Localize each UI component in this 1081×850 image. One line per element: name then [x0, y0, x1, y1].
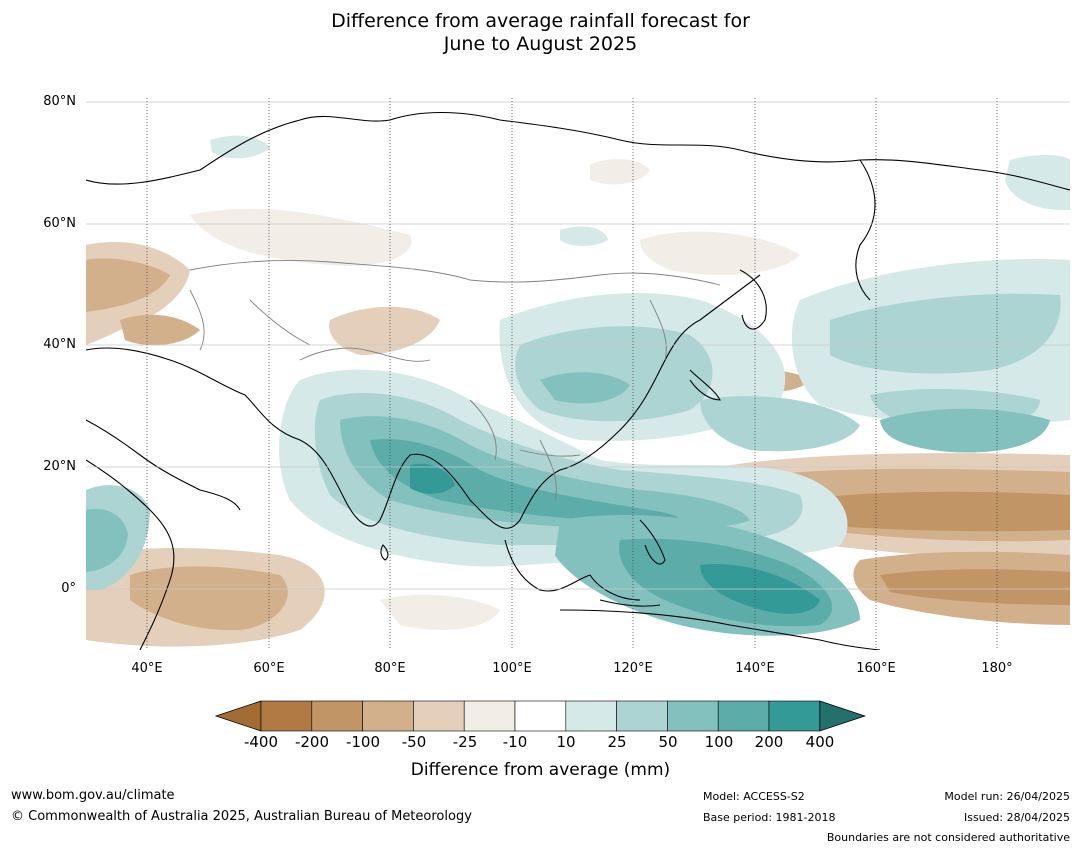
latitude-label: 20°N: [43, 459, 76, 474]
wet-anomaly-regions: [86, 135, 1070, 636]
colorbar-swatch: [362, 700, 414, 732]
longitude-label: 60°E: [253, 661, 285, 676]
colorbar-tick: 400: [805, 733, 835, 751]
colorbar-swatch: [413, 700, 465, 732]
latitude-label: 80°N: [43, 94, 76, 109]
latitude-label: 60°N: [43, 216, 76, 231]
colorbar-tick: -25: [452, 733, 478, 751]
coastlines: [86, 112, 1070, 650]
colorbar-swatch: [616, 700, 668, 732]
map-title: Difference from average rainfall forecas…: [0, 10, 1081, 56]
colorbar-swatch: [260, 700, 313, 732]
website-link[interactable]: www.bom.gov.au/climate: [11, 788, 175, 803]
rainfall-map: [86, 98, 1070, 650]
copyright-text: © Commonwealth of Australia 2025, Austra…: [11, 809, 472, 824]
latitude-label: 40°N: [43, 337, 76, 352]
colorbar-swatch: [717, 700, 770, 732]
colorbar-swatch: [463, 700, 516, 732]
model-text: Model: ACCESS-S2: [703, 790, 805, 803]
colorbar-tick: -50: [401, 733, 427, 751]
colorbar-tick: 200: [754, 733, 784, 751]
colorbar-tick: -400: [243, 733, 279, 751]
country-boundaries: [189, 259, 721, 501]
colorbar-tick: -100: [345, 733, 381, 751]
colorbar-extend-low: [214, 700, 262, 732]
colorbar-extend-high: [819, 700, 867, 732]
title-line-1: Difference from average rainfall forecas…: [331, 10, 750, 32]
colorbar-tick: 10: [556, 733, 576, 751]
base-period-text: Base period: 1981-2018: [703, 811, 836, 824]
latitude-label: 0°: [61, 581, 76, 596]
longitude-label: 140°E: [735, 661, 775, 676]
longitude-label: 80°E: [374, 661, 406, 676]
colorbar-swatch: [565, 700, 617, 732]
disclaimer-text: Boundaries are not considered authoritat…: [826, 831, 1070, 844]
longitude-label: 100°E: [492, 661, 532, 676]
colorbar-tick: 100: [704, 733, 734, 751]
title-line-2: June to August 2025: [443, 33, 638, 55]
colorbar-swatches: [214, 700, 867, 732]
latitude-gridlines: [86, 101, 1070, 590]
colorbar-swatch: [768, 700, 821, 732]
colorbar-tick: 50: [658, 733, 678, 751]
model-run-text: Model run: 26/04/2025: [944, 790, 1070, 803]
colorbar-tick: -200: [294, 733, 330, 751]
colorbar-tick: 25: [607, 733, 627, 751]
issued-text: Issued: 28/04/2025: [963, 811, 1070, 824]
colorbar-swatch: [514, 700, 567, 732]
longitude-label: 180°: [981, 661, 1013, 676]
colorbar-label: Difference from average (mm): [410, 760, 671, 780]
longitude-label: 40°E: [131, 661, 163, 676]
colorbar-tick: -10: [502, 733, 528, 751]
longitude-label: 160°E: [856, 661, 896, 676]
colorbar-swatch: [667, 700, 719, 732]
longitude-label: 120°E: [613, 661, 653, 676]
longitude-gridlines: [146, 98, 998, 650]
colorbar-swatch: [311, 700, 363, 732]
colorbar: [214, 700, 867, 732]
